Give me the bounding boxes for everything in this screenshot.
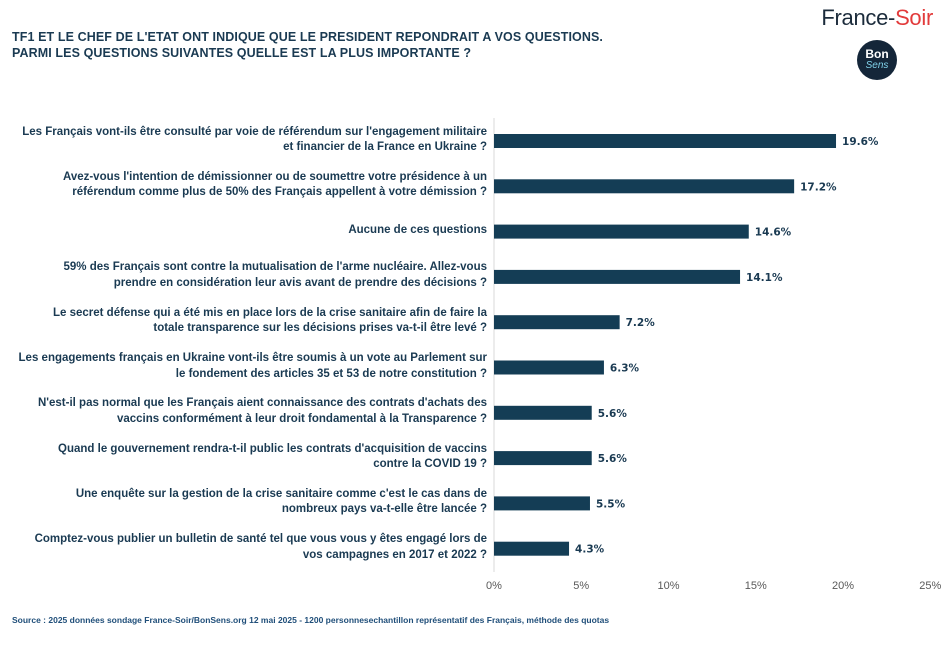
data-label: 5.6%: [598, 453, 628, 465]
x-tick-label: 15%: [745, 580, 767, 592]
bar: [494, 224, 749, 239]
bar: [494, 405, 592, 420]
x-tick-label: 5%: [573, 580, 589, 592]
logo-line-2: Sens: [865, 60, 889, 71]
data-label: 7.2%: [626, 317, 656, 329]
title-line-2: PARMI LES QUESTIONS SUIVANTES QUELLE EST…: [12, 46, 472, 60]
brand-text: France-: [821, 5, 896, 30]
x-tick-label: 0%: [486, 580, 502, 592]
bar: [494, 496, 590, 511]
data-label: 14.1%: [746, 272, 783, 284]
data-label: 14.6%: [755, 227, 792, 239]
data-label: 5.6%: [598, 408, 628, 420]
data-label: 5.5%: [596, 498, 626, 510]
bar: [494, 269, 741, 284]
title-line-1: TF1 ET LE CHEF DE L'ETAT ONT INDIQUE QUE…: [12, 30, 603, 44]
bar: [494, 179, 795, 194]
x-tick-label: 20%: [832, 580, 854, 592]
bar: [494, 315, 620, 330]
x-tick-label: 25%: [919, 580, 941, 592]
brand-text-accent: Soir: [895, 5, 933, 30]
data-label: 6.3%: [610, 363, 640, 375]
chart-title: TF1 ET LE CHEF DE L'ETAT ONT INDIQUE QUE…: [12, 29, 603, 61]
source-note: Source : 2025 données sondage France-Soi…: [12, 615, 610, 625]
bar: [494, 541, 570, 556]
data-label: 4.3%: [575, 544, 605, 556]
brand-logo: France-Soir: [821, 5, 933, 31]
data-label: 19.6%: [842, 136, 879, 148]
bar: [494, 134, 837, 148]
bonsens-logo: Bon Sens: [857, 40, 897, 80]
bar: [494, 451, 592, 466]
logo-line-1: Bon: [865, 47, 889, 61]
x-tick-label: 10%: [657, 580, 679, 592]
bar: [494, 360, 604, 375]
data-label: 17.2%: [800, 181, 837, 193]
